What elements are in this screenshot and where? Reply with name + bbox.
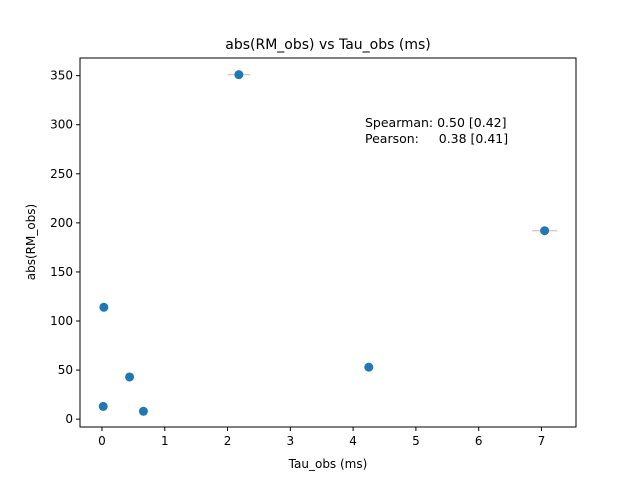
y-tick-label: 300: [50, 118, 73, 132]
data-point: [364, 362, 374, 372]
data-point: [98, 401, 108, 411]
y-tick-label: 50: [58, 363, 73, 377]
y-tick-label: 100: [50, 314, 73, 328]
y-tick-label: 0: [65, 412, 73, 426]
data-point: [99, 302, 109, 312]
x-tick-label: 5: [412, 434, 420, 448]
y-tick-label: 150: [50, 265, 73, 279]
data-points: [98, 70, 550, 416]
spearman-annotation: Spearman: 0.50 [0.42]: [365, 115, 506, 130]
data-point: [234, 70, 244, 80]
data-point: [138, 406, 148, 416]
x-tick-label: 6: [475, 434, 483, 448]
plot-area: [79, 57, 577, 428]
data-point: [540, 226, 550, 236]
y-tick-label: 250: [50, 167, 73, 181]
x-tick-label: 1: [161, 434, 169, 448]
y-tick-label: 350: [50, 69, 73, 83]
x-tick-label: 7: [538, 434, 546, 448]
x-tick-label: 0: [98, 434, 106, 448]
x-tick-label: 2: [224, 434, 232, 448]
y-axis-label: abs(RM_obs): [24, 204, 38, 281]
pearson-annotation: Pearson: 0.38 [0.41]: [365, 131, 508, 146]
data-point: [125, 372, 135, 382]
x-tick-label: 3: [287, 434, 295, 448]
x-tick-label: 4: [349, 434, 357, 448]
x-axis-ticks: 0 1 2 3 4 5 6 7: [98, 427, 545, 448]
x-axis-label: Tau_obs (ms): [288, 457, 368, 471]
chart-title: abs(RM_obs) vs Tau_obs (ms): [225, 37, 430, 53]
y-tick-label: 200: [50, 216, 73, 230]
y-axis-ticks: 0 50 100 150 200 250 300 350: [50, 69, 80, 426]
